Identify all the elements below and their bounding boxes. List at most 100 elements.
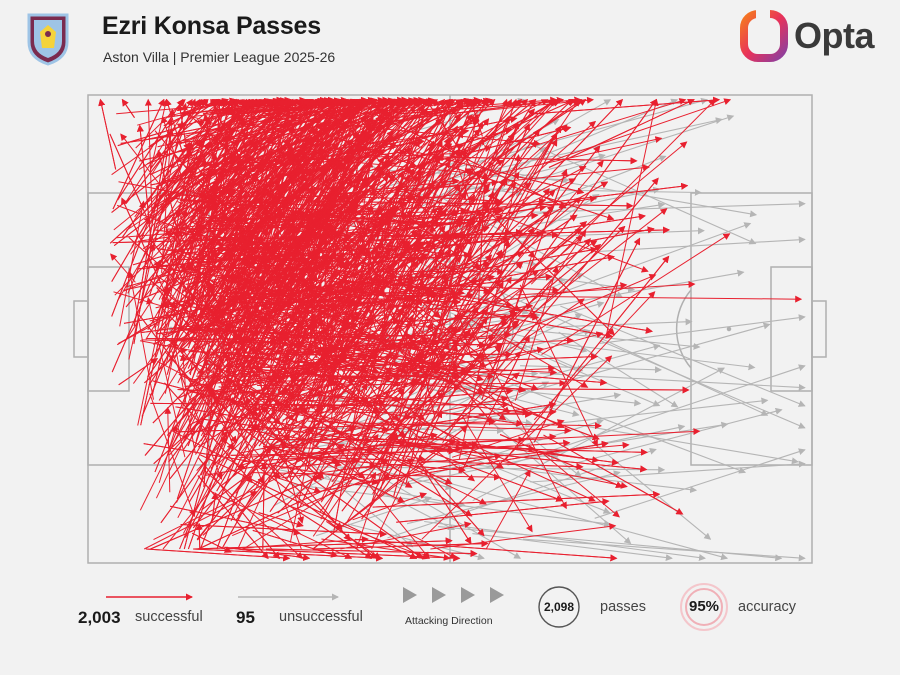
successful-pass-arrow (483, 206, 615, 336)
successful-pass-arrow (420, 462, 485, 537)
successful-pass-arrow (117, 98, 272, 147)
successful-pass-arrow (289, 505, 430, 560)
successful-pass-arrow (117, 98, 184, 201)
unsuccessful-pass-arrow (546, 318, 693, 328)
successful-pass-arrow (355, 440, 609, 486)
accuracy-value: 95% (688, 598, 720, 615)
unsuccessful-pass-arrow (472, 533, 673, 562)
successful-pass-arrow (109, 133, 151, 225)
successful-pass-arrow (252, 529, 339, 558)
successful-pass-arrow (373, 249, 503, 469)
successful-pass-arrow (180, 292, 475, 340)
successful-pass-arrow (214, 329, 285, 442)
unsuccessful-pass-arrow (406, 470, 621, 525)
unsuccessful-pass-arrow (312, 392, 622, 448)
successful-pass-arrow (164, 98, 184, 155)
successful-pass-arrow (238, 111, 334, 307)
successful-pass-arrow (336, 298, 424, 400)
successful-pass-arrow (304, 98, 472, 149)
successful-pass-arrow (218, 351, 527, 393)
successful-pass-arrow (320, 456, 584, 471)
successful-pass-arrow (111, 99, 257, 213)
successful-pass-arrow (406, 414, 596, 502)
successful-pass-arrow (606, 98, 659, 335)
successful-pass-arrow (176, 99, 368, 248)
left-goal (73, 300, 89, 358)
successful-pass-arrow (407, 152, 615, 221)
unsuccessful-pass-arrow (507, 364, 806, 466)
successful-pass-arrow (111, 98, 220, 282)
successful-pass-arrow (533, 225, 626, 315)
successful-pass-arrow (136, 124, 152, 245)
successful-pass-arrow (396, 498, 610, 523)
successful-pass-arrow (204, 138, 425, 177)
successful-pass-arrow (98, 98, 117, 170)
successful-pass-arrow (232, 458, 415, 537)
successful-pass-arrow (551, 141, 688, 255)
unsuccessful-pass-arrow (599, 339, 806, 429)
right-six-yard-box (770, 266, 813, 392)
successful-pass-arrow (165, 99, 207, 129)
successful-pass-arrow (400, 99, 583, 229)
successful-pass-arrow (280, 457, 359, 469)
successful-pass-arrow (111, 98, 197, 317)
successful-pass-arrow (396, 238, 591, 444)
successful-pass-arrow (114, 230, 180, 296)
successful-pass-arrow (293, 99, 410, 198)
unsuccessful-pass-arrow (599, 314, 806, 344)
successful-pass-arrow (437, 156, 638, 165)
successful-pass-arrow (277, 329, 472, 514)
successful-pass-arrow (334, 216, 463, 416)
successful-pass-arrow (464, 98, 623, 265)
successful-pass-arrow (186, 236, 511, 271)
successful-pass-arrow (463, 331, 604, 372)
successful-pass-arrow (338, 99, 483, 232)
successful-pass-arrow (356, 99, 420, 147)
unsuccessful-pass-arrow (387, 447, 657, 539)
successful-pass-arrow (358, 133, 515, 320)
successful-pass-arrow (158, 98, 250, 210)
successful-pass-arrow (427, 372, 520, 445)
successful-pass-arrow (237, 426, 357, 467)
successful-pass-arrow (414, 410, 442, 469)
successful-pass-arrow (311, 99, 413, 160)
successful-pass-arrow (485, 469, 531, 550)
successful-pass-arrow (178, 373, 260, 416)
successful-pass-arrow (242, 548, 461, 562)
unsuccessful-pass-arrow (578, 407, 783, 463)
successful-pass-arrow (372, 490, 661, 508)
successful-pass-arrow (482, 386, 690, 394)
successful-pass-arrow (535, 98, 732, 167)
successful-pass-arrow (266, 251, 337, 393)
successful-pass-arrow (331, 439, 430, 560)
page-subtitle: Aston Villa | Premier League 2025-26 (103, 49, 336, 65)
successful-pass-arrow (478, 172, 489, 305)
attacking-direction-label: Attacking Direction (405, 615, 493, 627)
successful-pass-arrow (260, 462, 268, 550)
unsuccessful-pass-arrow (530, 460, 806, 483)
unsuccessful-pass-arrow (578, 430, 712, 540)
passes-label: passes (600, 599, 646, 615)
successful-pass-arrow (171, 216, 232, 350)
successful-pass-arrow (361, 307, 516, 520)
successful-pass-arrow (378, 213, 386, 349)
successful-pass-arrow (543, 434, 684, 515)
successful-pass-arrow (385, 214, 578, 342)
unsuccessful-pass-arrow (531, 200, 806, 213)
successful-pass-arrow (188, 351, 377, 360)
successful-pass-arrow (152, 334, 242, 424)
successful-pass-arrow (210, 374, 297, 469)
successful-pass-arrow (149, 393, 196, 518)
successful-pass-arrow (154, 117, 212, 328)
successful-pass-arrow (144, 338, 245, 456)
successful-pass-arrow (246, 212, 539, 247)
unsuccessful-pass-arrow (435, 99, 612, 199)
successful-pass-arrow (185, 98, 240, 329)
successful-pass-arrow (451, 419, 565, 458)
successful-pass-arrow (516, 280, 696, 296)
successful-pass-arrow (142, 166, 266, 250)
successful-pass-arrow (150, 475, 320, 550)
successful-pass-arrow (121, 98, 135, 118)
page-title: Ezri Konsa Passes (102, 12, 321, 40)
